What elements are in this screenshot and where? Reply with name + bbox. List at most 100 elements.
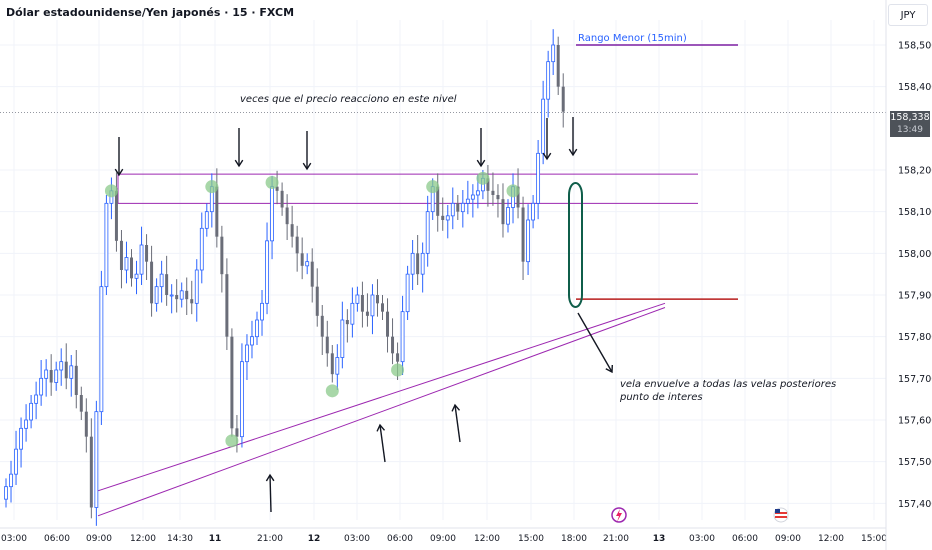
x-tick-label: 18:00 [561,534,587,544]
candle-body [405,273,410,313]
touch-marker [476,171,490,185]
candle-body [134,273,139,279]
candle-body [315,286,319,316]
candle-body [501,199,505,225]
candle-body [425,211,430,254]
y-tick-label: 157,400 [898,499,932,510]
arrow-head [476,159,486,168]
touch-marker [265,176,279,189]
touch-marker [426,180,440,194]
touch-marker [325,384,339,398]
candle-body [265,240,269,304]
event-icons [611,507,789,523]
candle-body [546,61,551,100]
y-tick-label: 157,500 [898,457,932,468]
candle-body [204,211,209,229]
candle-body [240,361,244,438]
candle-body [250,336,254,346]
bar-timer: 13:49 [897,125,923,135]
candle-body [486,178,490,191]
arrow-head [234,159,244,168]
candle-body [445,215,450,221]
candle-body [145,245,149,262]
arrow-line [577,312,613,373]
current-price-badge: 158,338 13:49 [890,111,930,137]
candle-body [531,202,535,221]
candle-body [340,319,345,358]
x-tick-label: 15:00 [861,534,887,544]
candle-body [104,202,109,288]
candle-body [34,394,39,404]
arrow-annotations [114,117,613,513]
candle-body [84,411,88,437]
x-tick-label: 12:00 [474,534,500,544]
channel-upper-line [97,302,666,492]
candle-body [345,320,349,325]
candle-body [491,190,495,195]
candle-body [325,336,329,354]
flag-stripe [775,512,787,514]
currency-button[interactable]: JPY [888,4,928,26]
candle-body [94,411,99,508]
engulfing-outline [568,182,583,308]
candle-body [470,194,475,200]
candle-body [79,395,83,412]
current-price: 158,338 [890,112,930,123]
candle-body [300,253,304,266]
candle-body [436,186,440,216]
arrow-head [376,423,386,432]
candle-body [416,253,420,275]
candle-body [194,269,199,304]
candle-body [245,344,249,363]
x-tick-label: 03:00 [689,534,715,544]
x-tick-label: 06:00 [44,534,70,544]
arrow-line [379,424,386,463]
arrow-line [269,474,272,513]
candle-body [496,195,500,200]
bottom-note-1: vela envuelve a todas las velas posterio… [620,379,837,390]
arrow-line [454,404,461,443]
flag-stripe [775,516,787,518]
candle-body [280,190,284,208]
candle-body [220,236,224,275]
candle-body [381,303,384,312]
y-tick-label: 157,800 [898,332,932,343]
candle-body [190,299,194,304]
candle-body [230,336,234,429]
x-tick-label: 09:00 [86,534,112,544]
top-note: veces que el precio reacciono en este ni… [240,94,457,105]
candle-body [386,311,390,337]
candle-body [39,377,44,396]
candle-body [89,436,93,508]
candle-body [441,215,445,220]
candle-body [150,261,154,304]
candle-body [44,369,49,379]
x-tick-label: 06:00 [732,534,758,544]
candle-body [69,365,74,379]
touch-marker [205,180,219,194]
lightning-bolt-icon [616,509,622,522]
candle-body [255,319,259,338]
candle-body [335,357,340,375]
candle-body [355,294,360,304]
candle-body [64,361,68,379]
candle-body [506,207,510,225]
candle-body [260,302,264,321]
x-tick-label: 21:00 [257,534,283,544]
candle-body [124,257,129,271]
candle-body [475,190,480,196]
touch-marker [225,434,239,448]
arrow-head [302,162,312,171]
arrow-head [114,168,124,177]
touch-marker [391,363,405,377]
candle-body [290,224,294,237]
x-tick-label: 12 [308,534,321,544]
x-tick-label: 03:00 [344,534,370,544]
chart-grid [0,20,886,520]
arrow-head [265,473,275,482]
candle-body [154,286,159,304]
candle-body [14,448,18,475]
range-label: Rango Menor (15min) [578,33,687,44]
x-tick-label: 09:00 [430,534,456,544]
